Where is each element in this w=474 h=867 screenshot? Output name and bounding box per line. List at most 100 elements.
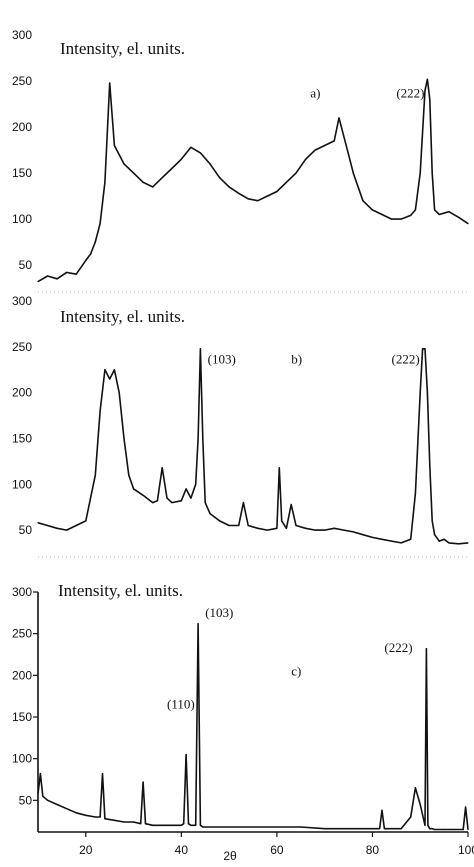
panel-b-data-point [94, 474, 96, 476]
panel-a-data-point [99, 223, 101, 225]
panel-a-data-point [161, 177, 163, 179]
panel-c-data-point [371, 828, 374, 830]
panel-c-data-point [324, 828, 326, 830]
panel-c-annotation: c) [291, 663, 301, 678]
panel-a-data-point [209, 163, 211, 165]
panel-b-data-point [257, 527, 259, 529]
panel-b-data-point [123, 437, 125, 440]
panel-c-data-point [180, 824, 182, 826]
panel-a-ytick-label: 50 [19, 258, 33, 272]
panel-b-data-point [197, 437, 199, 440]
panel-a-data-point [123, 163, 125, 165]
panel-b-data-point [295, 524, 297, 527]
panel-b-annotation: (103) [208, 351, 236, 366]
panel-b-data-point [180, 500, 182, 502]
panel-c-data-point [431, 828, 433, 830]
panel-c-data-point [99, 816, 101, 818]
panel-a-data-point [429, 98, 431, 101]
panel-a-data-point [424, 89, 426, 91]
panel-b-data-point [371, 536, 374, 539]
panel-c-data-point [37, 793, 39, 795]
panel-a-data-point [333, 140, 335, 142]
panel-c-data-point [142, 781, 144, 783]
panel-c-data-point [425, 648, 428, 650]
panel-b-data-point [390, 540, 393, 542]
panel-c-data-point [383, 828, 385, 830]
panel-c-xtick-label: 40 [175, 843, 189, 857]
panel-b-annotation: b) [291, 351, 302, 366]
panel-c-annotation: (110) [167, 697, 195, 712]
panel-b-data-point [278, 467, 280, 469]
panel-a-data-point [390, 218, 393, 220]
panel-a-data-point [218, 177, 221, 179]
panel-c-data-point [390, 828, 393, 830]
panel-b-data-point [190, 497, 192, 499]
panel-b-data-point [290, 503, 292, 506]
panel-a-data-point [113, 144, 116, 147]
panel-a-data-point [94, 241, 96, 243]
panel-a-data-point [109, 82, 111, 84]
panel-c-data-point [202, 826, 204, 828]
panel-c-data-point [123, 821, 125, 823]
panel-a-ytick-label: 150 [12, 166, 32, 180]
panel-b-data-point [99, 410, 101, 412]
panel-c-data-point [462, 828, 464, 831]
panel-c-data-point [185, 753, 187, 756]
panel-c-data-point [300, 826, 302, 828]
panel-a-data-point [257, 200, 259, 202]
panel-a-data-point [228, 186, 230, 188]
panel-b-data-point [75, 524, 77, 527]
panel-a-data-point [400, 218, 402, 220]
panel-b-data-point [285, 527, 288, 529]
panel-c-xlabel: 2θ [223, 849, 237, 863]
panel-c-data-point [218, 826, 221, 828]
panel-c-data-point [433, 828, 436, 831]
panel-c-ylabel: Intensity, el. units. [58, 581, 183, 600]
panel-b-data-point [118, 392, 120, 394]
panel-c-data-point [410, 816, 412, 818]
panel-b-data-point [171, 502, 173, 504]
panel-a-data-point [381, 213, 383, 216]
panel-a-data-point [66, 271, 68, 273]
panel-c-data-point [94, 816, 96, 818]
panel-c-data-point [187, 823, 190, 825]
panel-a-data-point [247, 198, 249, 200]
panel-c-data-point [104, 818, 106, 820]
panel-c-ytick-label: 50 [19, 793, 33, 807]
panel-c-data-point [66, 808, 68, 810]
panel-c-data-point [204, 826, 206, 828]
panel-b-data-point [426, 392, 428, 394]
panel-b-data-point [142, 494, 144, 496]
panel-a-data-point [85, 259, 87, 262]
panel-a-data-point [457, 216, 460, 218]
panel-b-data-point [304, 527, 307, 529]
panel-c-ytick-label: 200 [12, 668, 32, 682]
panel-a-data-point [132, 172, 135, 174]
panel-a-data-point [419, 172, 421, 174]
panel-a-data-point [314, 149, 316, 151]
panel-b-data-point [419, 392, 421, 394]
panel-a-data-point [431, 172, 433, 174]
panel-a-data-point [410, 214, 412, 216]
panel-c-annotation: (222) [384, 640, 412, 655]
panel-a-data-point [46, 275, 49, 277]
panel-c-data-point [429, 828, 431, 830]
panel-c-data-point [132, 821, 135, 823]
panel-a-data-point [104, 181, 106, 183]
panel-c-data-point [183, 823, 185, 825]
panel-a-annotation: a) [310, 86, 320, 101]
panel-b-annotation: (222) [392, 351, 420, 366]
panel-b-data-point [199, 348, 202, 350]
panel-a-annotation: (222) [396, 86, 424, 101]
panel-a-data-point [295, 172, 297, 174]
panel-b-data-point [204, 502, 206, 504]
panel-a-data-point [285, 181, 288, 183]
panel-a-ylabel: Intensity, el. units. [60, 39, 185, 58]
panel-b-data-point [410, 538, 412, 540]
panel-b-data-point [362, 534, 364, 536]
panel-c-ytick-label: 250 [12, 627, 32, 641]
panel-c-data-point [56, 803, 58, 806]
panel-c-data-point [379, 828, 381, 830]
panel-a-data-point [414, 209, 417, 211]
